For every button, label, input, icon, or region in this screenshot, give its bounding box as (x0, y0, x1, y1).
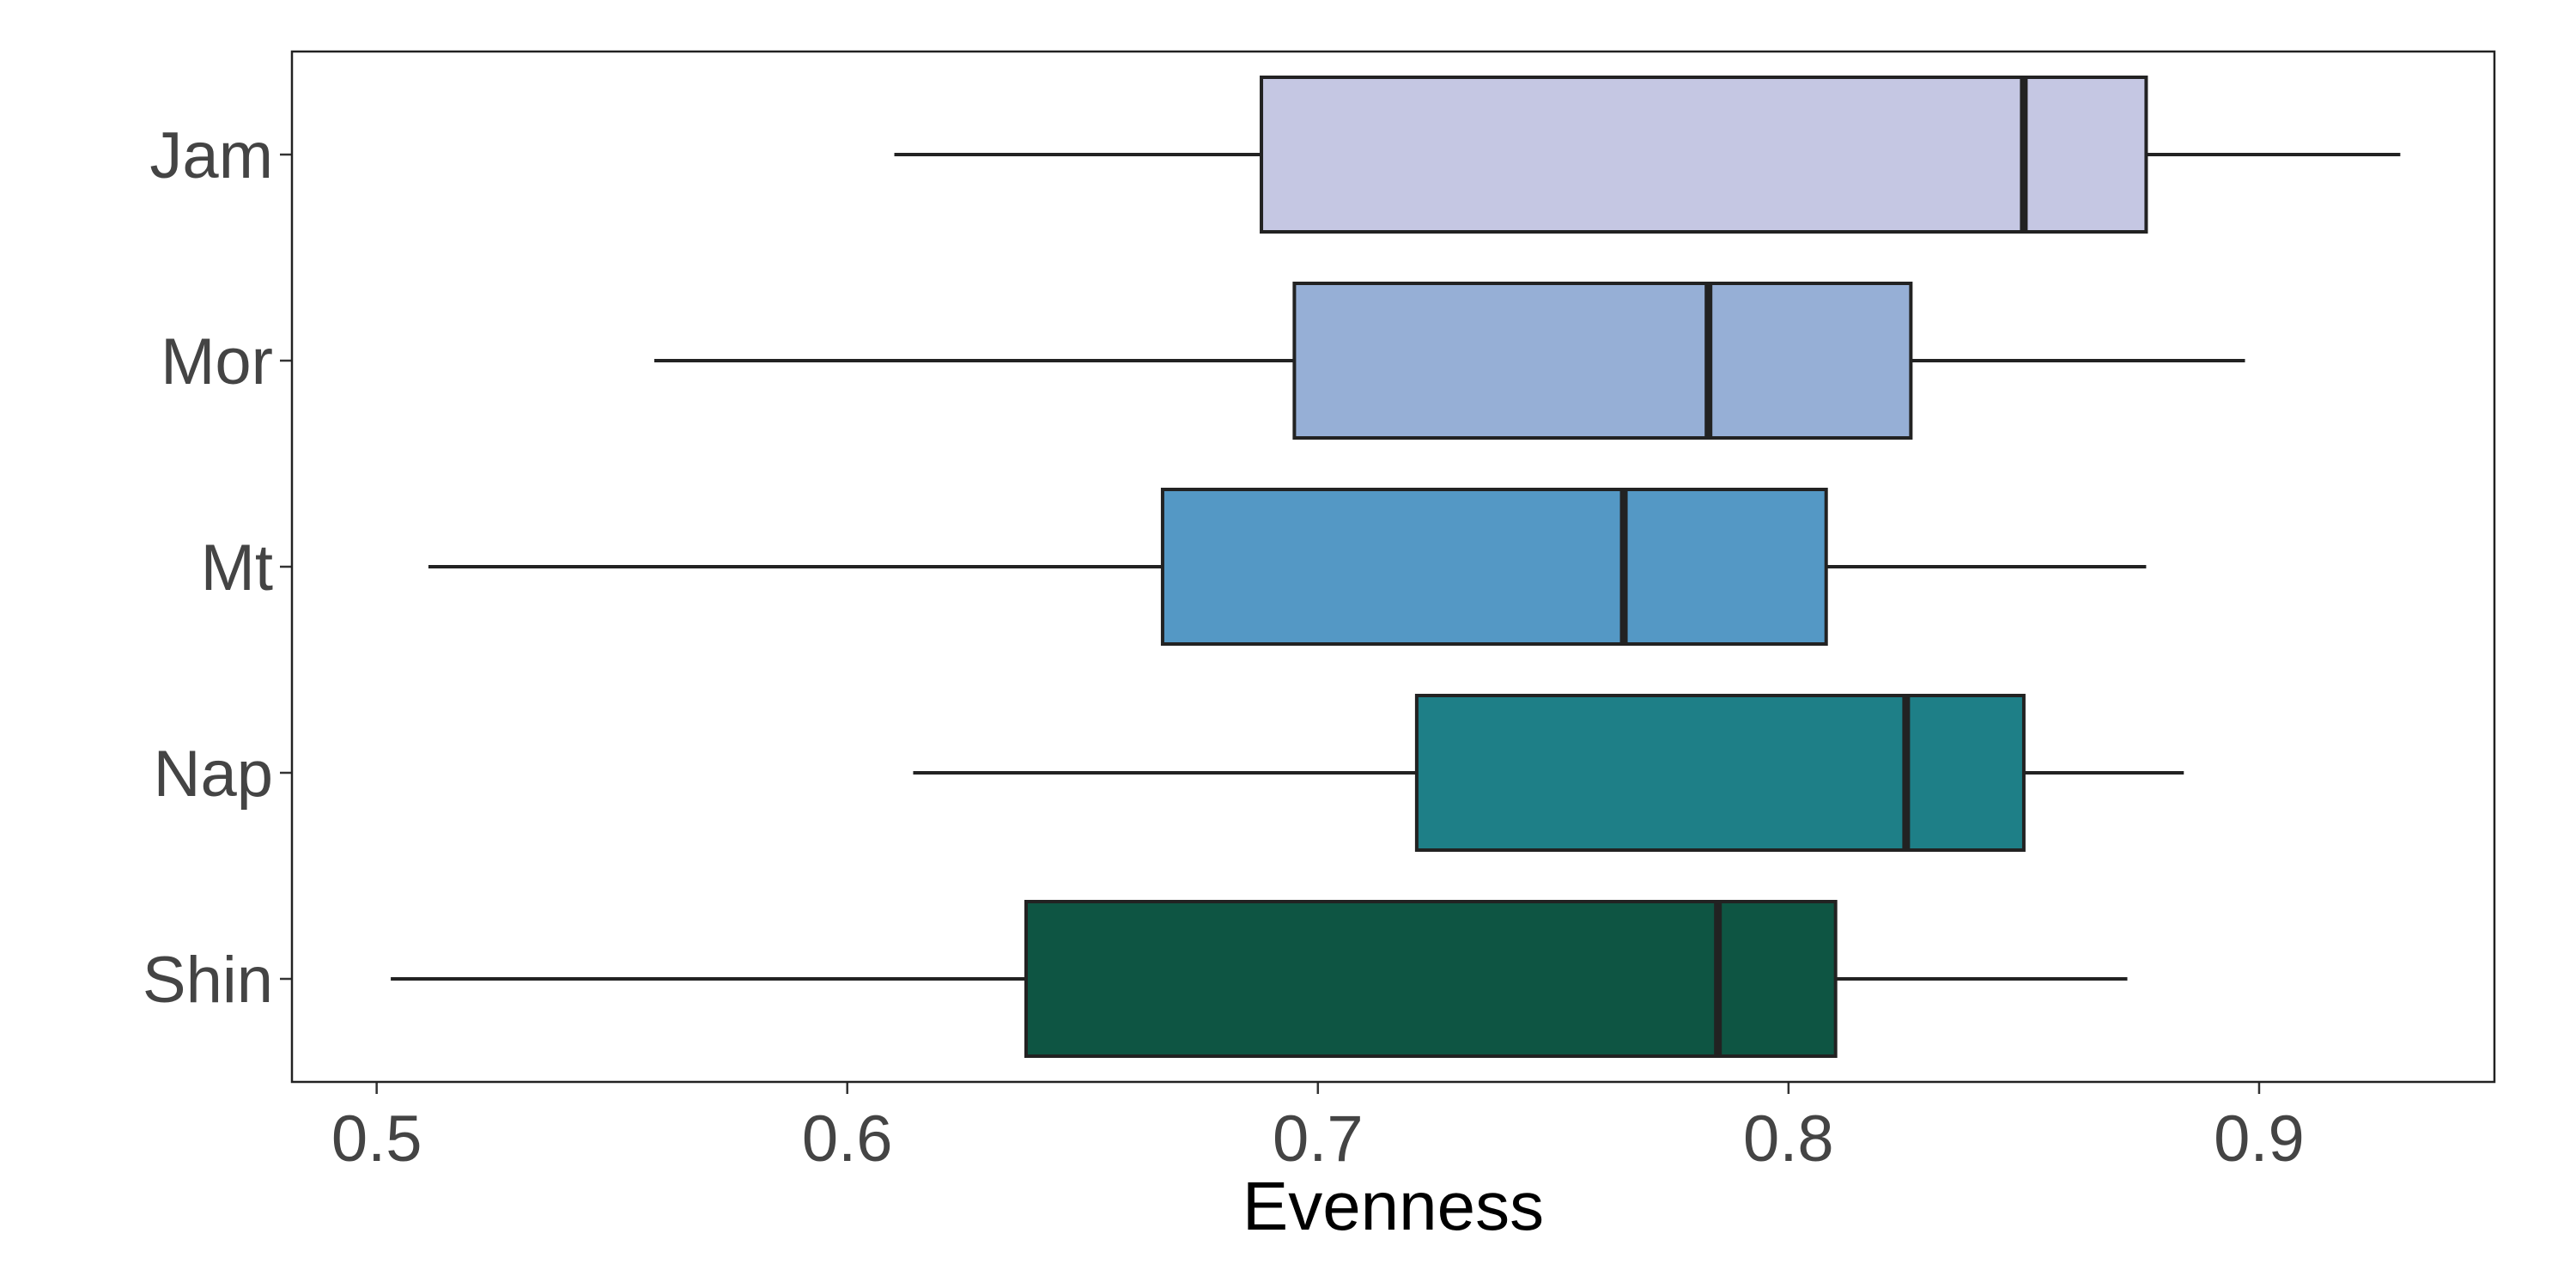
box-shin (391, 900, 2128, 1058)
plot-panel-border (290, 50, 2496, 1084)
iqr-box (1414, 694, 2026, 852)
iqr-box (1260, 76, 2148, 234)
box-nap (913, 694, 2184, 852)
y-axis-tick-labels: Jam Mor Mt Nap Shin (143, 119, 273, 1017)
x-tick-label: 0.8 (1743, 1103, 1834, 1176)
y-tick-label: Mor (161, 325, 273, 398)
iqr-box (1024, 900, 1838, 1058)
tick-marks (280, 153, 2261, 1094)
y-tick-label: Mt (201, 532, 273, 605)
x-axis-title: Evenness (1242, 1168, 1544, 1244)
box-jam (894, 76, 2401, 234)
x-tick-label: 0.9 (2214, 1103, 2305, 1176)
iqr-box (1160, 488, 1828, 646)
box-mt (428, 488, 2147, 646)
y-tick-label: Nap (154, 738, 273, 811)
x-tick-label: 0.5 (331, 1103, 422, 1176)
x-axis-tick-labels: 0.5 0.6 0.7 0.8 0.9 (331, 1103, 2305, 1176)
boxes (391, 76, 2401, 1058)
box-mor (654, 282, 2245, 440)
x-tick-label: 0.6 (802, 1103, 893, 1176)
iqr-box (1292, 282, 1913, 440)
y-tick-label: Shin (143, 944, 273, 1017)
y-tick-label: Jam (149, 119, 273, 192)
x-tick-label: 0.7 (1273, 1103, 1364, 1176)
